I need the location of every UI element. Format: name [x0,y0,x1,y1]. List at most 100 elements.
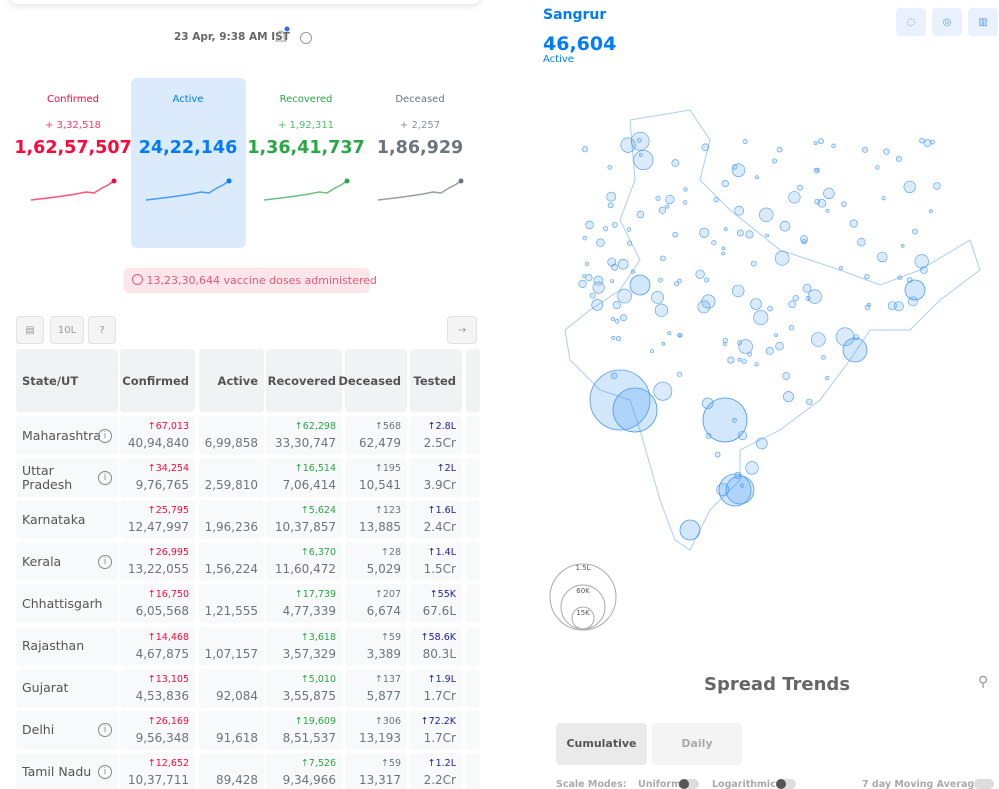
data-cell: ↑17,739 4,77,339 [266,584,342,624]
data-cell: 2,59,810 [199,458,264,498]
map-bubble [658,277,663,283]
bell-icon[interactable] [275,30,287,42]
cut-cell [466,626,480,666]
sparkline [145,178,232,201]
stat-label: Deceased [395,94,445,105]
delta: ↑26,169 [147,715,189,727]
value: 9,76,765 [135,478,189,493]
map-bubble [633,149,654,170]
expand-button[interactable]: → [447,316,477,344]
tab-daily[interactable]: Daily [652,723,742,765]
map-bubble [797,184,803,191]
map-bubble [677,333,682,338]
map-bubble [734,205,745,216]
data-cell: ↑3,618 3,57,329 [266,626,342,666]
header-text: Active [217,373,258,388]
value: 10,541 [359,478,401,493]
data-cell: ↑2L 3.9Cr [410,458,462,498]
data-cell: 1,56,224 [199,542,264,582]
map-bubble [813,167,820,174]
bubble-view-button[interactable]: ◎ [932,8,962,36]
per-population-button[interactable]: 10L [50,316,84,344]
map-bubble [578,279,587,288]
value: 10,37,857 [274,520,336,535]
map-bubble [637,138,642,143]
cut-cell [466,668,480,708]
tab-cumulative[interactable]: Cumulative [556,723,647,765]
map-bubble [678,333,683,338]
value: 2.4Cr [423,520,456,535]
delta: ↑2L [436,463,456,475]
map-bubble [582,274,587,279]
map-bubble [907,296,918,307]
value: 6,99,858 [204,436,258,450]
map-bubble [732,164,738,170]
map-bubble [900,244,905,248]
value: 1,07,157 [204,646,258,661]
map-bubble [861,146,868,153]
map-bubble [671,159,680,167]
trends-title: Spread Trends [704,674,851,695]
map-bubble [738,339,753,354]
map-bubble [679,519,701,541]
state-cell: Uttar Pradesh i [16,458,118,498]
value: 33,30,747 [274,436,336,450]
map-bubble [849,219,858,228]
uniform-label: Uniform [638,779,681,789]
uniform-toggle[interactable] [679,779,699,789]
table-header: Deceased [338,349,407,412]
data-cell: ↑25,795 12,47,997 [120,500,195,540]
map-bubble [585,220,594,230]
map-bubble [866,302,871,307]
map-bubble [722,342,727,346]
map-bubble [897,275,903,281]
map-bubble [699,227,710,238]
map-bubble [723,227,728,232]
data-cell: 1,96,236 [199,500,264,540]
stat-label: Confirmed [47,94,99,105]
value: 3,389 [366,646,401,661]
map-bubble [722,337,728,344]
data-cell: ↑72.2K 1.7Cr [410,710,462,750]
info-icon: i [98,554,112,569]
map-bubble [603,226,609,232]
state-name: Kerala [22,553,62,569]
map-view-button[interactable]: ◌ [896,8,926,36]
active-card[interactable] [131,78,246,248]
data-cell: ↑123 13,885 [345,500,407,540]
map-bubble [611,263,618,271]
state-name: Rajasthan [22,638,85,653]
map-bubble [617,259,629,270]
map-bubble [754,362,759,367]
map-bubble [805,296,811,302]
map-bubble [736,229,744,237]
data-cell: ↑6,370 11,60,472 [266,542,342,582]
map-bubble [702,397,748,443]
map-bubble [610,279,615,284]
stat-value: 1,36,41,737 [247,138,365,158]
map-bubble [914,254,929,269]
help-button[interactable]: ? [88,316,116,344]
map-bubble [782,372,790,380]
map-bubble [612,222,618,228]
pin-icon[interactable]: ⚲ [978,674,989,690]
moving-average-toggle[interactable] [974,779,994,789]
map-bubble [610,372,618,380]
map-bubble [823,187,835,200]
history-icon[interactable] [300,32,312,44]
value: 13,885 [359,520,401,535]
map-bubble [807,289,822,304]
value: 89,428 [216,772,258,787]
log-toggle[interactable] [776,779,796,789]
map-bubble [742,139,748,144]
data-cell: ↑13,105 4,53,836 [120,668,195,708]
data-cell: ↑7,526 9,34,966 [266,752,342,789]
table-icon[interactable]: ▤ [16,316,44,344]
data-cell: 1,21,555 [199,584,264,624]
map-bubble [654,303,668,317]
map-bubble [933,182,941,190]
map-bubble [612,300,621,310]
district-view-button[interactable]: ▥ [968,8,998,36]
timestamp: 23 Apr, 9:38 AM IST [174,31,290,43]
log-label: Logarithmic [712,779,776,789]
